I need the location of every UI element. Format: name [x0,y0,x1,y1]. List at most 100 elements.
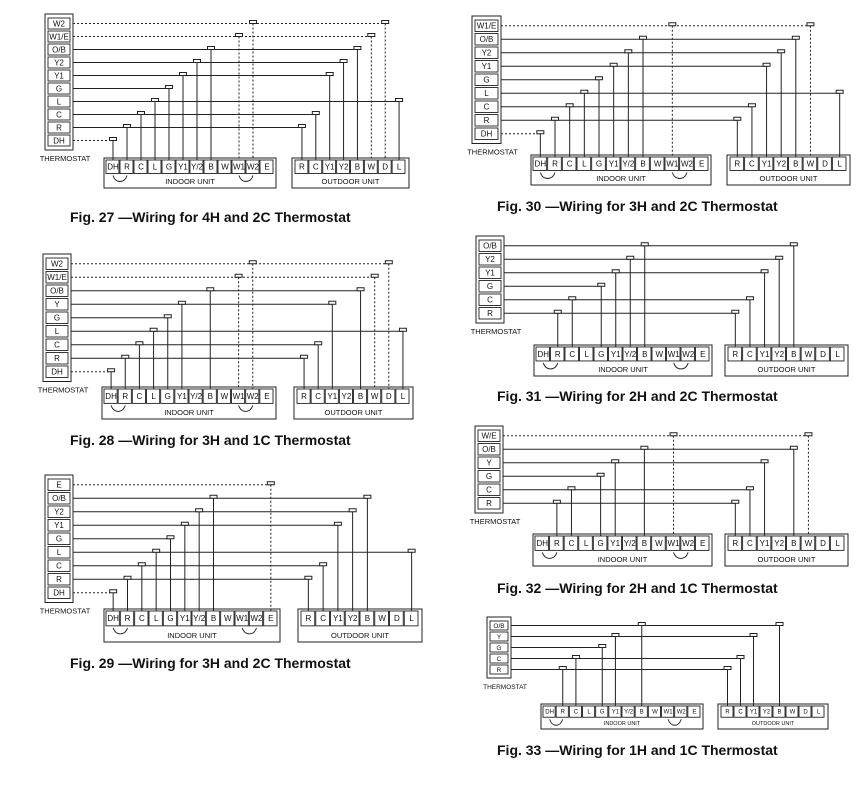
fig33-indoor-terminal-label: W1 [664,710,674,716]
fig30-thermostat-terminal-label: C [484,103,490,112]
fig32-wire-connector [669,432,678,437]
fig30-indoor-unit-label: INDOOR UNIT [596,174,646,183]
fig31-indoor-terminal-label: R [555,350,561,359]
fig32-outdoor-terminal-label: L [835,539,840,548]
fig27-wire-connector [395,98,404,102]
fig33-outdoor-terminal [798,705,812,718]
fig32-indoor-terminal-label: C [569,539,575,548]
fig28-thermostat-terminal [45,365,69,378]
fig29-outdoor-unit-label: OUTDOOR UNIT [331,631,389,640]
fig29-thermostat-terminal [47,478,71,491]
fig30-caption: Fig. 30 —Wiring for 3H and 2C Thermostat [497,198,778,214]
fig33-indoor-terminal-label: R [561,710,566,716]
fig33-thermostat-terminal-label: O/B [493,623,504,630]
fig30-indoor-terminal-label: R [552,160,558,169]
fig31-indoor-terminal-label: DH [537,350,549,359]
fig33-indoor-terminal [647,705,661,718]
fig31-thermostat-terminal-label: Y2 [485,255,495,264]
fig28-thermostat-label: THERMOSTAT [38,386,89,395]
fig30-indoor-terminal-label: DH [535,160,547,169]
fig27-thermostat-terminal-label: W1/E [49,32,69,41]
fig28-indoor-terminal [216,388,231,404]
fig30-outdoor-terminal-label: D [822,160,828,169]
fig32-thermostat-terminal-label: Y [486,459,492,468]
fig28-indoor-terminal-label: Y/2 [190,392,203,401]
fig29-thermostat-terminal-label: Y2 [54,508,64,517]
fig27-indoor-terminal [259,159,274,174]
fig33-outdoor-terminal-label: L [817,710,821,716]
fig31-thermostat-terminal-label: G [487,282,493,291]
fig33-indoor-terminal [582,705,596,718]
fig33-outdoor-terminal [785,705,799,718]
fig30-thermostat-terminal [474,100,499,113]
fig32-indoor-terminal-label: W2 [682,539,695,548]
fig32-outdoor-terminal-label: R [732,539,738,548]
fig30-thermostat-terminal-label: L [484,89,489,98]
fig31-indoor-terminal-label: B [642,350,647,359]
fig28-wire-connector [248,260,257,265]
fig31-thermostat-terminal [478,266,502,279]
fig28-indoor-terminal [231,388,246,404]
fig32-outdoor-terminal-label: B [791,539,796,548]
fig28-outdoor-terminal [367,388,382,404]
fig29-indoor-terminal-label: W [224,614,232,623]
fig27-thermostat-label: THERMOSTAT [40,154,91,163]
fig30-indoor-terminal [649,156,665,171]
fig32-thermostat-terminal-label: W/E [481,432,496,441]
fig29-thermostat-terminal-label: Y1 [54,521,64,530]
fig27-wire-connector [339,59,348,63]
fig31-thermostat-label: THERMOSTAT [471,327,522,336]
fig28-indoor-terminal-label: L [151,392,156,401]
fig29-thermostat-terminal [47,519,71,532]
fig33-indoor-terminal-label: L [587,710,591,716]
fig28-outdoor-terminal-label: L [401,392,406,401]
fig29-indoor-terminal-label: W1 [236,614,249,623]
fig29-wire-connector [363,494,372,499]
fig28-wire-connector [328,300,337,305]
fig31-outdoor-terminal-label: B [791,350,796,359]
fig31-thermostat-terminal [478,307,502,320]
fig29-thermostat-terminal-label: C [56,562,62,571]
fig30-wire-connector [668,22,677,27]
fig30-outdoor-terminal-label: W [807,160,815,169]
fig31-outdoor-terminal-label: W [805,350,813,359]
fig29-wire-connector [137,562,146,567]
fig33-outdoor-terminal [811,705,825,718]
fig32-jumper [541,552,558,559]
fig29-indoor-terminal [263,610,278,627]
fig31-wire-connector [611,269,620,274]
fig28-outdoor-terminal-label: Y1 [327,392,337,401]
fig29-wire-connector [333,521,342,526]
fig33-wire-connector [637,622,646,626]
fig30-outdoor-terminal-label: Y2 [776,160,786,169]
fig31-outdoor-terminal [800,346,816,362]
fig29-thermostat-terminal [47,505,71,518]
fig29-indoor-terminal-label: W2 [251,614,264,623]
fig31-indoor-terminal-label: Y1 [611,350,621,359]
fig30-outdoor-terminal-label: Y1 [762,160,772,169]
fig32-outdoor-terminal [829,535,845,551]
fig30-wire-connector [536,130,545,135]
fig29-outdoor-terminal-label: W [378,614,386,623]
fig33-thermostat-terminal-label: Y [497,634,502,641]
fig29-outdoor-terminal [374,610,389,627]
fig33-outdoor-terminal-label: R [725,710,730,716]
fig33-indoor-terminal-label: Y/2 [624,710,634,716]
fig29-wire-connector [166,535,175,540]
fig28-thermostat-terminal-label: L [55,327,60,336]
fig30-thermostat-terminal-label: Y2 [482,49,492,58]
fig30-outdoor-unit-label: OUTDOOR UNIT [760,174,818,183]
fig27-thermostat-terminal-label: Y2 [54,58,64,67]
fig31-outdoor-terminal [829,346,845,362]
fig28-thermostat-terminal-label: O/B [50,287,64,296]
fig31-wire-connector [775,255,784,260]
fig27-thermostat-terminal-label: G [56,84,62,93]
fig28-indoor-terminal-label: Y1 [177,392,187,401]
fig28-indoor-terminal-label: C [137,392,143,401]
fig30-wire-connector [624,49,633,54]
fig32-wire-connector [611,459,620,464]
fig32-indoor-terminal-label: DH [537,539,549,548]
fig33-outdoor-unit-label: OUTDOOR UNIT [752,721,795,727]
fig29-thermostat-terminal-label: DH [53,589,65,598]
fig28-wire-connector [177,300,186,305]
